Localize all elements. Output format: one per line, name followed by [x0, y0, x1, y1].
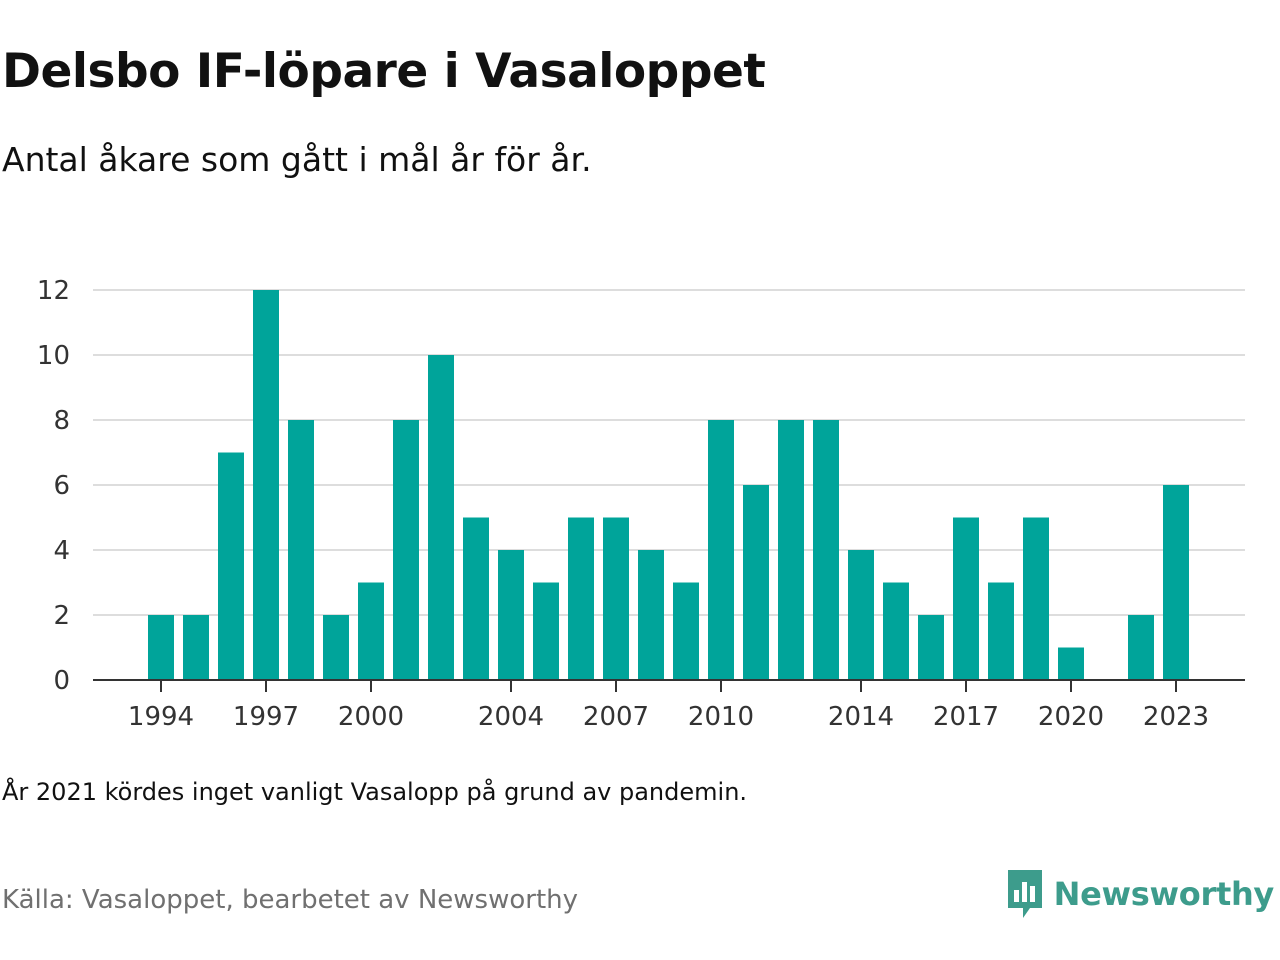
bar-chart: 1994 1997 2000 2004 2007 2010 2014 2017 2020 2023… [37, 276, 1245, 732]
y-tick-label: 8 [53, 406, 70, 436]
bar [148, 615, 174, 680]
bar [813, 420, 839, 680]
brand-name: Newsworthy [1053, 875, 1275, 913]
x-tick-label: 1994 [128, 702, 194, 732]
x-tick-label: 2000 [338, 702, 404, 732]
bar [533, 582, 559, 680]
bar [1128, 615, 1154, 680]
bar [883, 582, 909, 680]
y-tick-label: 4 [53, 536, 70, 566]
bar [568, 517, 594, 680]
bar [953, 517, 979, 680]
y-tick-label: 2 [53, 601, 70, 631]
chart-subtitle: Antal åkare som gått i mål år för år. [2, 140, 592, 179]
bar [323, 615, 349, 680]
bar [778, 420, 804, 680]
y-tick-label: 0 [53, 666, 70, 696]
bar [358, 582, 384, 680]
brand-logo: Newsworthy [1006, 868, 1274, 920]
bar [1023, 517, 1049, 680]
source-text: Källa: Vasaloppet, bearbetet av Newswort… [2, 885, 578, 915]
bar [603, 517, 629, 680]
y-tick-label: 10 [37, 341, 70, 371]
x-tick-label: 2010 [688, 702, 754, 732]
x-tick-label: 2023 [1143, 702, 1209, 732]
bar [428, 355, 454, 680]
chart-title: Delsbo IF-löpare i Vasaloppet [2, 44, 766, 99]
y-axis-ticks: 0 2 4 6 8 10 12 [37, 276, 70, 696]
bar [288, 420, 314, 680]
bar [1058, 647, 1084, 680]
bar [848, 550, 874, 680]
x-tick-label: 2014 [828, 702, 894, 732]
x-tick-label: 2004 [478, 702, 544, 732]
bar [638, 550, 664, 680]
bar [463, 517, 489, 680]
x-tick-label: 1997 [233, 702, 299, 732]
x-tick-label: 2017 [933, 702, 999, 732]
grid-lines [93, 289, 1245, 616]
bar [498, 550, 524, 680]
newsworthy-logo-icon [1007, 870, 1042, 918]
bar [743, 485, 769, 680]
x-tick-label: 2007 [583, 702, 649, 732]
bar [918, 615, 944, 680]
bar [183, 615, 209, 680]
x-tick-label: 2020 [1038, 702, 1104, 732]
bar [673, 582, 699, 680]
y-tick-label: 12 [37, 276, 70, 306]
bar [708, 420, 734, 680]
bar [1163, 485, 1189, 680]
y-tick-label: 6 [53, 471, 70, 501]
bar [393, 420, 419, 680]
footnote: År 2021 kördes inget vanligt Vasalopp på… [2, 778, 748, 806]
bar [253, 290, 279, 680]
bar [218, 452, 244, 680]
bars [148, 290, 1189, 680]
x-axis-ticks: 1994 1997 2000 2004 2007 2010 2014 2017 2020 2023 [128, 680, 1209, 732]
bar [988, 582, 1014, 680]
